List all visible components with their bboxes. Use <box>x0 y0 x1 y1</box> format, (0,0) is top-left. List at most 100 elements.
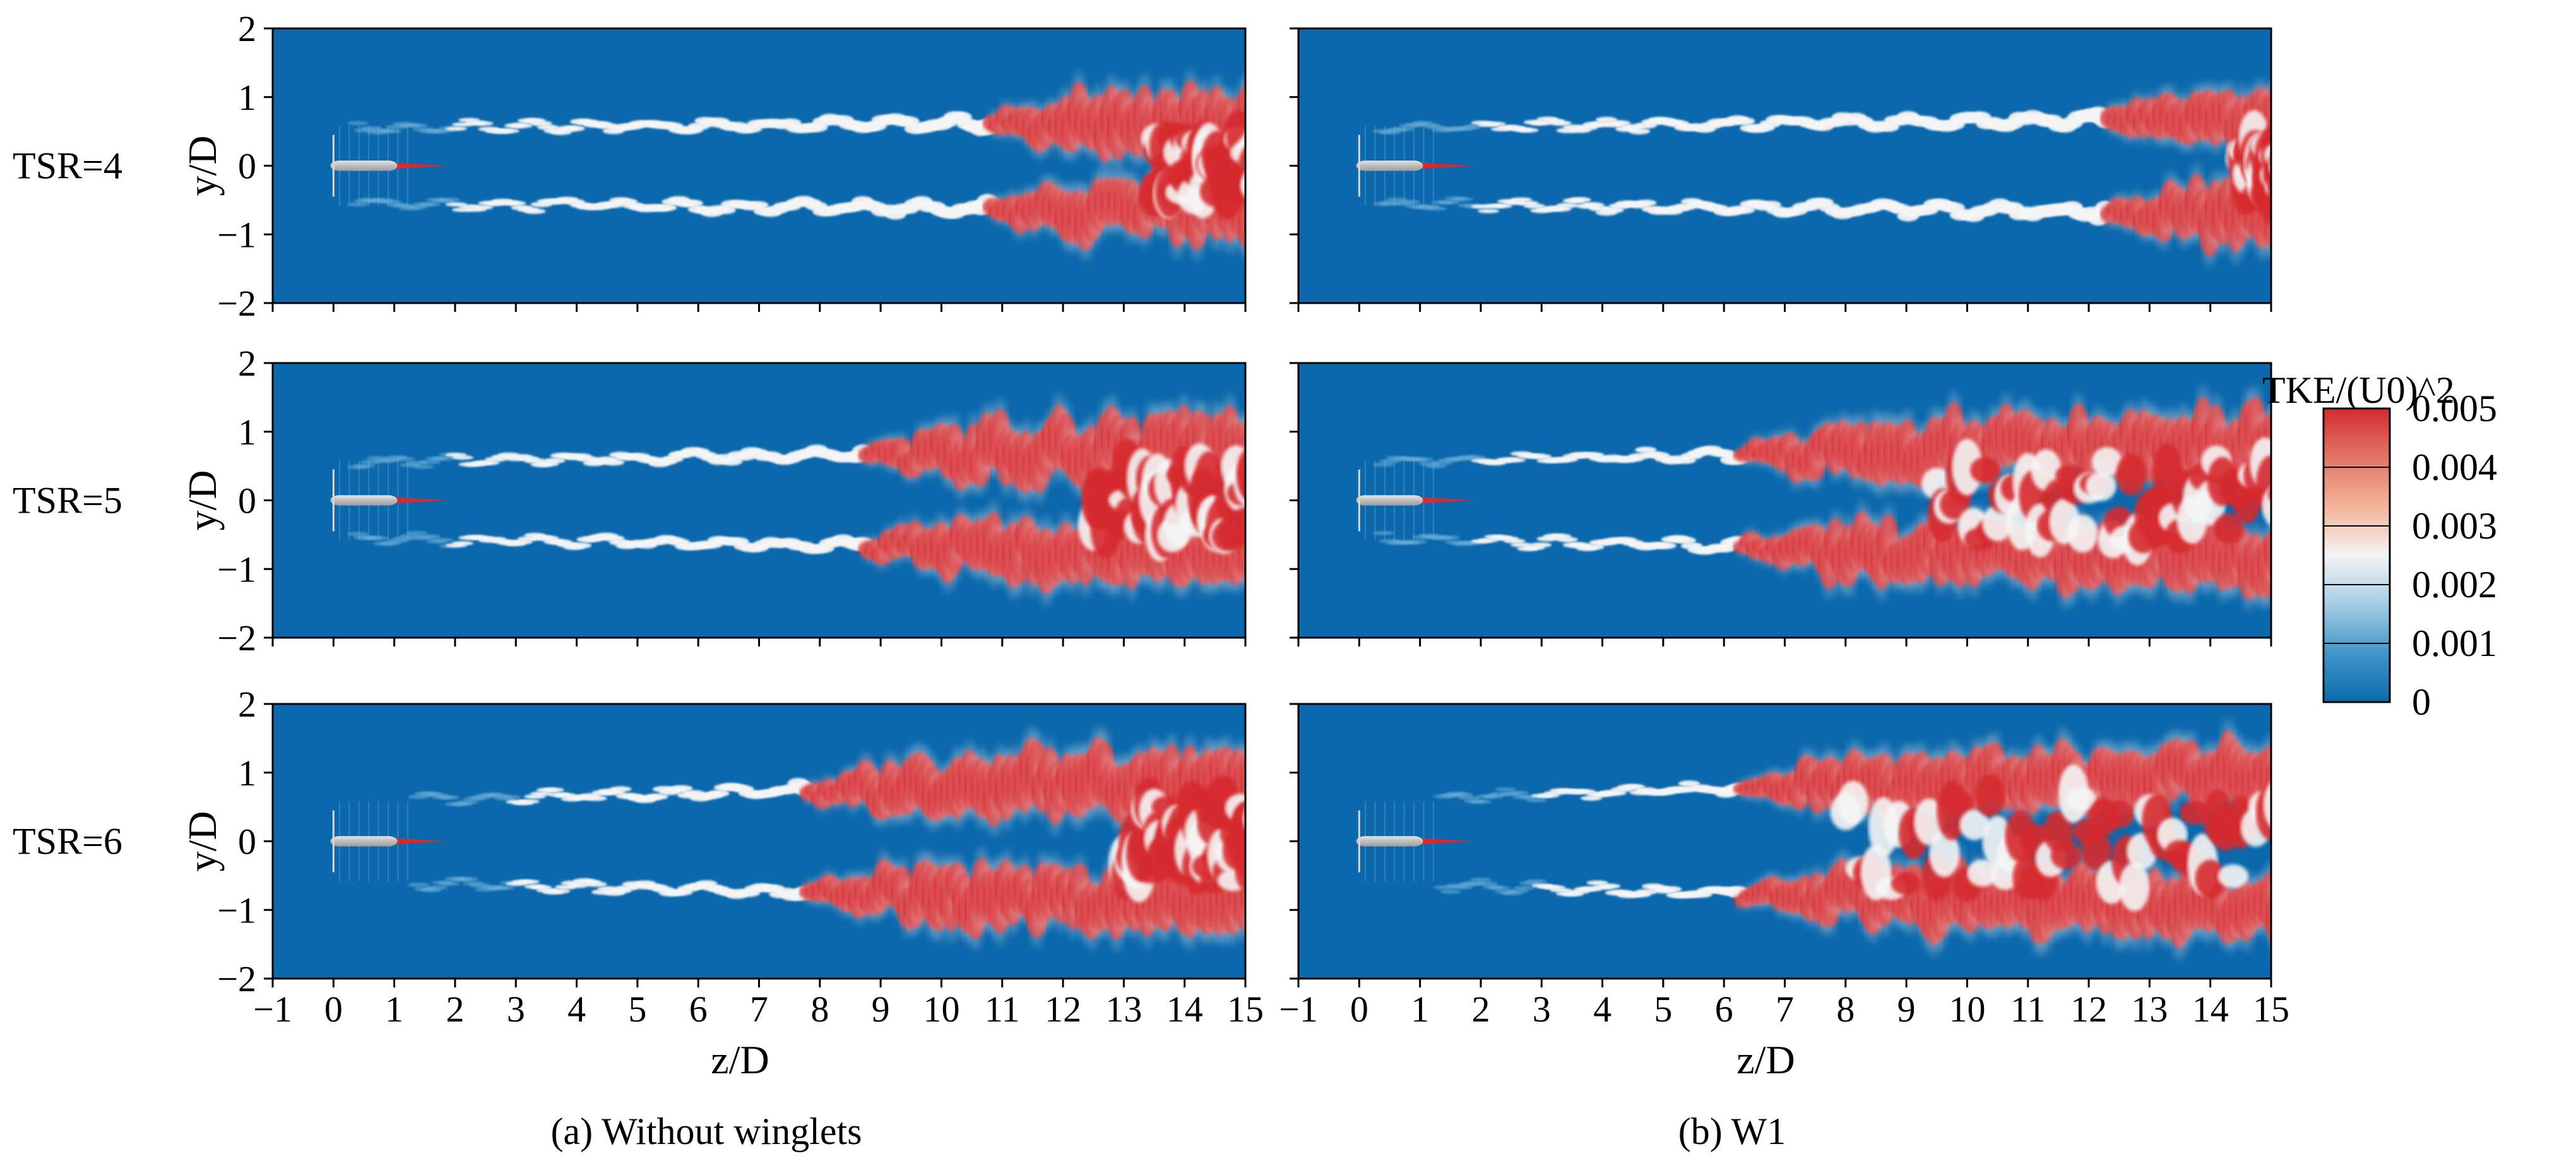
y-axis-label: y/D <box>180 136 225 196</box>
shear-layer-blob <box>569 542 592 549</box>
turbulent-core-blob <box>1258 776 1288 829</box>
y-tick-label: −1 <box>217 549 256 590</box>
shear-layer-blob <box>1245 86 1267 152</box>
shear-layer-blob <box>708 790 730 797</box>
turbulent-core-blob <box>1952 438 1983 496</box>
shear-layer-blob <box>549 888 571 894</box>
turbulent-core-blob <box>2213 513 2244 544</box>
nacelle <box>1356 836 1423 847</box>
shear-layer-blob <box>1457 796 1480 801</box>
shear-layer-blob <box>2277 536 2299 586</box>
turbulent-core-blob <box>1232 801 1245 846</box>
shear-layer-blob <box>1259 85 1280 138</box>
shear-layer-blob <box>1488 886 1511 890</box>
turbulent-core-blob <box>1837 780 1868 825</box>
turbulent-core-blob <box>1967 859 1998 887</box>
shear-layer-blob <box>567 883 589 888</box>
turbulent-core-blob <box>2280 170 2310 192</box>
turbulent-core-blob <box>2274 467 2305 525</box>
x-tick-label: 12 <box>2070 989 2107 1030</box>
turbulent-core-blob <box>2285 141 2315 195</box>
x-tick-label: 13 <box>1105 989 1142 1030</box>
turbulent-core-blob <box>2279 866 2309 891</box>
turbulent-core-blob <box>1245 803 1276 827</box>
shear-layer-blob <box>1372 462 1395 467</box>
turbulent-core-blob <box>1248 849 1278 872</box>
y-tick-label: −1 <box>217 890 256 931</box>
turbulent-core-blob <box>1259 158 1289 198</box>
x-tick-label: 1 <box>1411 989 1429 1030</box>
shear-layer-blob <box>1252 423 1273 474</box>
shear-layer-blob <box>1245 178 1267 244</box>
x-tick-label: 14 <box>1166 989 1203 1030</box>
shear-layer-halo <box>2281 749 2298 809</box>
shear-layer-blob <box>1659 886 1682 893</box>
x-tick-label: 12 <box>1045 989 1081 1030</box>
shear-layer-blob <box>1245 420 1267 475</box>
shear-layer-blob <box>1259 521 1280 588</box>
x-tick-label: 10 <box>1949 989 1985 1030</box>
y-tick-label: 1 <box>238 77 256 118</box>
nacelle <box>330 160 398 171</box>
x-tick-label: 1 <box>385 989 403 1030</box>
shear-layer-halo <box>2286 171 2303 247</box>
hub-wake <box>1413 162 1475 169</box>
shear-layer-blob <box>1247 741 1268 808</box>
turbulent-core-blob <box>1230 507 1245 542</box>
shear-layer-halo <box>1255 734 1272 808</box>
shear-layer-blob <box>1477 208 1500 213</box>
y-axis-label: y/D <box>180 811 225 872</box>
shear-layer-halo <box>2274 399 2291 482</box>
x-tick-label: 15 <box>2253 989 2289 1030</box>
colorbar-tick-label: 0.002 <box>2412 564 2497 605</box>
shear-layer-halo <box>1254 499 1271 594</box>
tke-field <box>1356 718 2309 961</box>
contour-panel: 210−1−2−1 0 1 2 3 4 5 6 7 8 9 10 11 12 13 14 15y/Dz/DTSR… <box>13 684 1288 1082</box>
turbulent-core-blob <box>2116 453 2147 496</box>
turbulent-core-blob <box>2279 128 2310 153</box>
shear-layer-blob <box>1510 542 1533 547</box>
shear-layer-blob <box>1470 878 1492 882</box>
contour-panel <box>1290 27 2315 312</box>
shear-layer-blob <box>1525 879 1547 884</box>
shear-layer-blob <box>1470 799 1492 804</box>
shear-layer-blob <box>2279 757 2300 802</box>
shear-layer-blob <box>1425 206 1447 211</box>
shear-layer-blob <box>1439 889 1462 894</box>
y-tick-label: −2 <box>217 617 256 658</box>
shear-layer-blob <box>1517 128 1539 133</box>
x-axis-label: z/D <box>711 1037 769 1082</box>
shear-layer-blob <box>1569 197 1591 203</box>
shear-layer-halo <box>1254 414 1271 484</box>
tke-field <box>330 393 1288 606</box>
x-axis-label: z/D <box>1736 1037 1795 1082</box>
shear-layer-blob <box>1733 117 1755 126</box>
shear-layer-blob <box>602 459 625 466</box>
turbulent-core-blob <box>2268 486 2271 501</box>
shear-layer-blob <box>2270 110 2271 118</box>
turbulent-core-blob <box>2104 800 2135 828</box>
x-tick-label: 3 <box>507 989 525 1030</box>
y-tick-label: 0 <box>238 146 256 187</box>
turbulent-core-blob <box>1257 479 1288 504</box>
turbulent-core-blob <box>2282 181 2313 210</box>
nacelle <box>330 495 398 506</box>
contour-panel: 2 1 0 −1 −2 y/D TSR=5 <box>13 343 1288 658</box>
x-tick-label: 3 <box>1533 989 1551 1030</box>
shear-layer-blob <box>2277 171 2299 237</box>
caption-b: (b) W1 <box>1678 1111 1786 1152</box>
x-tick-label: 0 <box>324 989 343 1030</box>
tke-field <box>330 69 1289 261</box>
shear-layer-halo <box>1261 867 1278 954</box>
shear-layer-halo <box>1255 859 1272 931</box>
shear-layer-blob <box>2277 86 2299 147</box>
colorbar-tick-label: 0 <box>2412 681 2431 723</box>
turbulent-core-blob <box>2067 514 2098 553</box>
shear-layer-blob <box>347 121 369 126</box>
x-tick-label: 10 <box>923 989 959 1030</box>
shear-layer-blob <box>1525 798 1547 802</box>
contour-panel: −1 0 1 2 3 4 5 6 7 8 9 10 11 12 13 14 15z/D <box>1279 703 2309 1082</box>
shear-layer-blob <box>1372 531 1395 535</box>
turbulent-core-blob <box>1237 828 1245 881</box>
shear-layer-blob <box>347 532 369 536</box>
